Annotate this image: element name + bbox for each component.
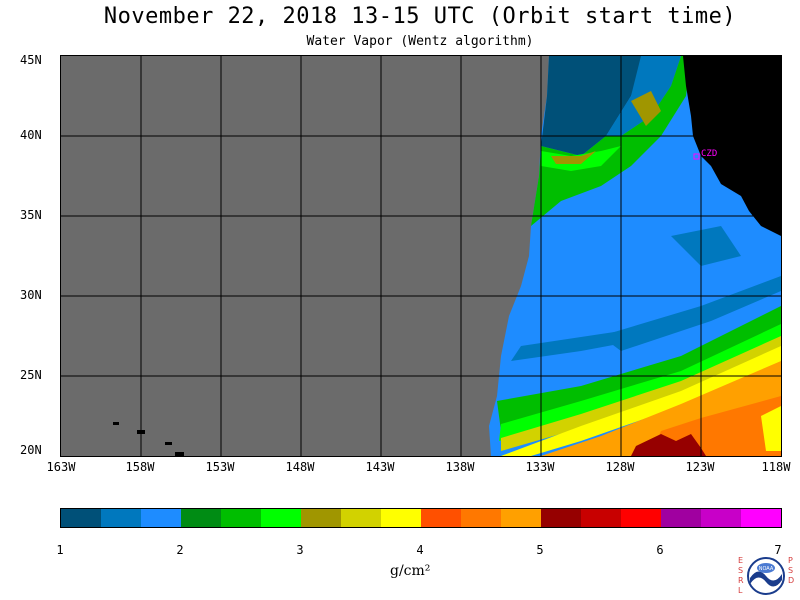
colorbar-tick-2: 2	[176, 543, 184, 557]
noaa-emblem-text: NOAA	[759, 566, 774, 572]
colorbar-cell	[661, 509, 701, 527]
vapor-yellow-band	[501, 336, 781, 451]
colorbar-cell	[61, 509, 101, 527]
colorbar-cell	[421, 509, 461, 527]
station-label: CZD	[701, 149, 717, 159]
vapor-yellow-edge	[761, 406, 781, 451]
graticule	[61, 56, 781, 456]
vapor-green-band-south	[497, 306, 781, 431]
lon-label-133w: 133W	[525, 460, 555, 474]
lon-label-143w: 143W	[365, 460, 395, 474]
lat-label-20n: 20N	[20, 443, 42, 457]
colorbar-cell	[581, 509, 621, 527]
noaa-emblem: NOAA	[747, 557, 785, 595]
colorbar-cell	[461, 509, 501, 527]
colorbar-cell	[501, 509, 541, 527]
lon-label-158w: 158W	[125, 460, 155, 474]
colorbar-cell	[621, 509, 661, 527]
island-kauai	[113, 422, 119, 425]
colorbar-tick-6: 6	[656, 543, 664, 557]
colorbar-unit-label: g/cm²	[390, 563, 431, 579]
lon-label-128w: 128W	[605, 460, 635, 474]
colorbar-cell	[141, 509, 181, 527]
vapor-green-band-north	[531, 56, 691, 226]
colorbar	[60, 508, 782, 528]
colorbar-tick-7: 7	[774, 543, 782, 557]
island-hawaii	[175, 452, 184, 456]
colorbar-cell	[301, 509, 341, 527]
colorbar-tick-5: 5	[536, 543, 544, 557]
vapor-olive-north	[551, 151, 596, 164]
map-subtitle: Water Vapor (Wentz algorithm)	[306, 34, 534, 49]
island-maui	[165, 442, 172, 445]
lat-label-45n: 45N	[20, 53, 42, 67]
colorbar-cell	[541, 509, 581, 527]
lat-label-30n: 30N	[20, 288, 42, 302]
colorbar-cell	[741, 509, 781, 527]
lon-label-153w: 153W	[205, 460, 235, 474]
lon-label-118w: 118W	[761, 460, 791, 474]
lat-label-25n: 25N	[20, 368, 42, 382]
colorbar-cell	[701, 509, 741, 527]
vapor-mid-blue-streak-2	[511, 316, 681, 361]
vapor-dark-blue-north	[541, 56, 646, 156]
lon-label-138w: 138W	[445, 460, 475, 474]
vapor-olive-north-2	[631, 91, 661, 126]
lat-label-35n: 35N	[20, 208, 42, 222]
colorbar-cell	[181, 509, 221, 527]
colorbar-cell	[261, 509, 301, 527]
vapor-light-green-south	[499, 324, 781, 441]
colorbar-tick-3: 3	[296, 543, 304, 557]
map-canvas: CZD	[61, 56, 781, 456]
colorbar-cell	[341, 509, 381, 527]
colorbar-tick-1: 1	[56, 543, 64, 557]
water-vapor-map: CZD	[60, 55, 782, 457]
land-mass	[683, 56, 781, 236]
lon-label-123w: 123W	[685, 460, 715, 474]
lat-label-40n: 40N	[20, 128, 42, 142]
map-title: November 22, 2018 13-15 UTC (Orbit start…	[103, 4, 737, 29]
colorbar-cell	[101, 509, 141, 527]
colorbar-cell	[221, 509, 261, 527]
colorbar-cell	[381, 509, 421, 527]
colorbar-tick-4: 4	[416, 543, 424, 557]
vapor-mid-blue-patch	[671, 226, 741, 266]
vapor-dark-red-patch	[631, 434, 706, 456]
lon-label-163w: 163W	[46, 460, 76, 474]
station-marker	[693, 153, 700, 160]
lon-label-148w: 148W	[285, 460, 315, 474]
